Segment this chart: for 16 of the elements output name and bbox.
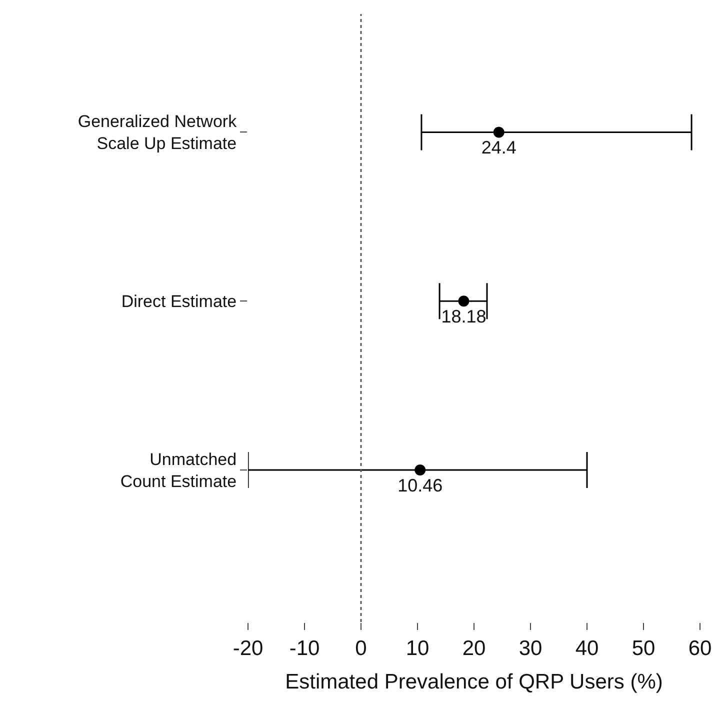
y-tick-label: Unmatched Count Estimate — [120, 450, 237, 491]
x-tick-label: 40 — [575, 637, 599, 660]
data-label: 24.4 — [481, 138, 516, 158]
x-tick-label: 60 — [688, 637, 712, 660]
x-tick-label: 30 — [518, 637, 542, 660]
x-tick-label: 0 — [355, 637, 367, 660]
x-tick-label: -10 — [289, 637, 320, 660]
x-tick-label: 50 — [632, 637, 656, 660]
y-tick-label: Generalized Network Scale Up Estimate — [78, 112, 238, 154]
x-axis-title: Estimated Prevalence of QRP Users (%) — [285, 670, 663, 694]
x-tick-label: -20 — [232, 637, 264, 660]
y-tick-label: Direct Estimate — [121, 292, 237, 312]
data-label: 18.18 — [441, 306, 486, 326]
x-tick-label: 20 — [462, 637, 486, 660]
data-label: 10.46 — [398, 475, 443, 496]
x-tick-label: 10 — [406, 637, 430, 660]
